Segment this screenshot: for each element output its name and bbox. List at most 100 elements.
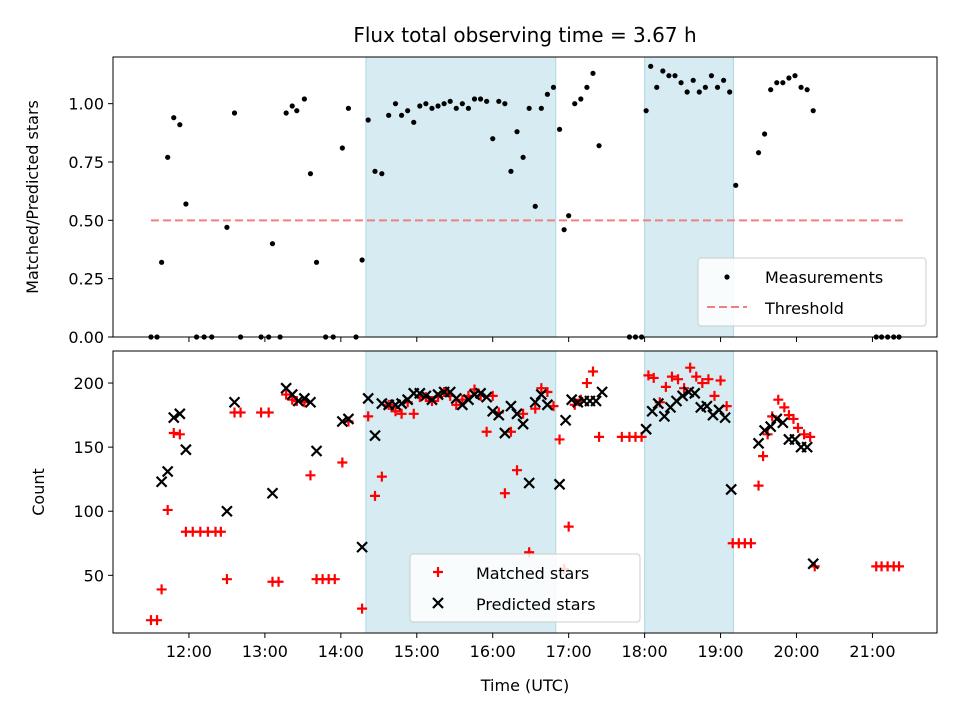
measurement-point: [453, 105, 459, 111]
predicted-star-point: [646, 405, 658, 418]
measurement-point: [733, 182, 739, 188]
measurement-point: [654, 84, 660, 90]
measurement-point: [484, 98, 490, 104]
predicted-star-point: [713, 404, 725, 416]
predicted-star-point: [155, 475, 168, 488]
x-tick-label: 12:00: [166, 642, 212, 661]
matched-star-point: [745, 538, 756, 549]
measurement-point: [171, 115, 177, 121]
x-tick-label: 20:00: [773, 642, 819, 661]
y-tick-label: 1.00: [68, 95, 104, 114]
measurement-point: [177, 122, 183, 128]
measurement-point: [345, 105, 352, 111]
measurement-point: [283, 110, 289, 116]
matched-star-point: [587, 366, 598, 377]
matched-star-point: [329, 574, 340, 585]
predicted-star-point: [174, 408, 186, 420]
matched-star-point: [673, 374, 684, 385]
predicted-star-point: [565, 393, 578, 406]
predicted-star-point: [777, 417, 789, 429]
x-tick-label: 19:00: [698, 642, 744, 661]
matched-star-point: [805, 431, 816, 442]
legend-box: [697, 257, 927, 327]
matched-star-point: [563, 521, 574, 532]
measurement-point: [666, 73, 672, 79]
measurement-point: [538, 105, 544, 111]
measurement-point: [584, 84, 590, 90]
predicted-star-point: [517, 418, 529, 430]
matched-star-point: [536, 383, 547, 394]
measurement-point: [590, 70, 596, 76]
measurement-point: [520, 154, 526, 160]
measurement-point: [490, 136, 496, 142]
predicted-star-point: [541, 399, 554, 411]
legend-label-matched: Matched stars: [476, 564, 589, 583]
measurement-point: [702, 84, 708, 90]
x-tick-label: 14:00: [318, 642, 364, 661]
measurement-point: [798, 84, 804, 90]
x-tick-label: 17:00: [546, 642, 592, 661]
matched-star-point: [715, 375, 726, 386]
measurement-point: [301, 96, 307, 102]
matched-star-point: [174, 429, 185, 440]
predicted-star-point: [369, 429, 381, 442]
matched-star-point: [235, 407, 246, 418]
measurement-point: [544, 91, 551, 97]
x-tick-label: 16:00: [470, 642, 516, 661]
legend-box: [409, 553, 641, 623]
measurement-point: [465, 105, 472, 111]
predicted-star-point: [480, 391, 493, 403]
shaded-interval: [365, 56, 557, 338]
measurement-point: [447, 98, 453, 104]
matched-star-point: [648, 372, 659, 383]
predicted-star-point: [725, 483, 737, 496]
predicted-star-point: [535, 388, 548, 401]
matched-star-point: [273, 576, 284, 587]
predicted-star-point: [701, 400, 713, 412]
x-tick-label: 15:00: [394, 642, 440, 661]
y-tick-label: 50: [84, 566, 104, 585]
measurement-point: [696, 89, 702, 95]
y-tick-label: 0.25: [68, 270, 104, 289]
matched-star-point: [666, 371, 677, 382]
measurement-point: [379, 171, 385, 177]
measurement-point: [365, 117, 371, 123]
predicted-star-point: [807, 558, 819, 570]
matched-star-point: [156, 584, 167, 595]
measurement-point: [804, 87, 810, 93]
matched-star-point: [779, 402, 790, 413]
matched-star-point: [643, 370, 654, 381]
predicted-star-point: [499, 427, 511, 439]
legend-marker-matched: [433, 567, 443, 577]
matched-star-point: [773, 394, 784, 405]
measurement-point: [596, 143, 602, 149]
legend-label-predicted: Predicted stars: [476, 595, 596, 614]
measurement-point: [678, 80, 684, 86]
matched-star-point: [221, 574, 232, 585]
measurement-point: [526, 105, 532, 111]
measurement-point: [561, 227, 567, 233]
measurement-point: [269, 241, 276, 247]
measurement-point: [768, 87, 774, 93]
measurement-point: [690, 77, 696, 83]
measurement-point: [708, 73, 715, 79]
matched-star-point: [709, 390, 720, 401]
measurement-point: [224, 224, 230, 230]
predicted-star-point: [474, 387, 487, 400]
matched-star-point: [481, 426, 492, 437]
matched-star-point: [408, 408, 419, 419]
count-panel: 50 100 150 200 12:00 13:00 14:00 15:00 16:00 17:0…: [29, 350, 938, 695]
predicted-star-point: [511, 408, 523, 420]
measurement-point: [566, 213, 572, 219]
matched-star-point: [753, 480, 764, 491]
measurement-point: [435, 103, 441, 109]
predicted-star-point: [596, 386, 608, 398]
measurement-point: [313, 259, 320, 265]
matched-star-point: [499, 488, 510, 499]
predicted-star-point: [505, 400, 517, 412]
measurement-point: [810, 108, 816, 114]
predicted-star-point: [356, 541, 368, 553]
measurement-point: [727, 89, 733, 95]
matched-star-point: [451, 399, 462, 410]
measurement-point: [159, 259, 165, 265]
